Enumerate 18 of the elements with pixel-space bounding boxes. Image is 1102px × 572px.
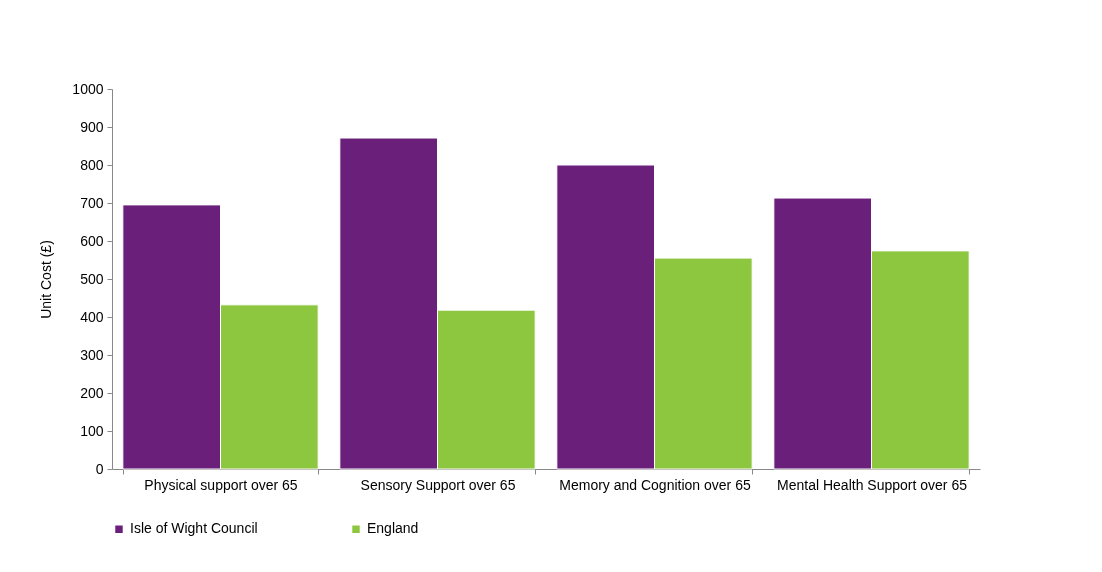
y-tick-label: 900	[80, 118, 104, 135]
legend-label: England	[367, 520, 419, 537]
y-tick-label: 0	[95, 460, 104, 477]
y-tick-label: 400	[80, 308, 104, 325]
x-tick-label: Physical support over 65	[144, 476, 298, 493]
y-tick-label: 800	[80, 156, 104, 173]
y-tick-label: 500	[80, 270, 104, 287]
x-tick-label: Mental Health Support over 65	[777, 476, 968, 493]
y-tick-label: 1000	[72, 80, 104, 97]
y-tick-label: 700	[80, 194, 104, 211]
y-axis-title: Unit Cost (£)	[38, 240, 55, 319]
y-tick-label: 600	[80, 232, 104, 249]
x-tick-label: Memory and Cognition over 65	[559, 476, 751, 493]
x-tick-label: Sensory Support over 65	[360, 476, 516, 493]
y-tick-label: 100	[80, 422, 104, 439]
legend-label: Isle of Wight Council	[130, 520, 258, 537]
y-tick-label: 300	[80, 346, 104, 363]
y-tick-label: 200	[80, 384, 104, 401]
